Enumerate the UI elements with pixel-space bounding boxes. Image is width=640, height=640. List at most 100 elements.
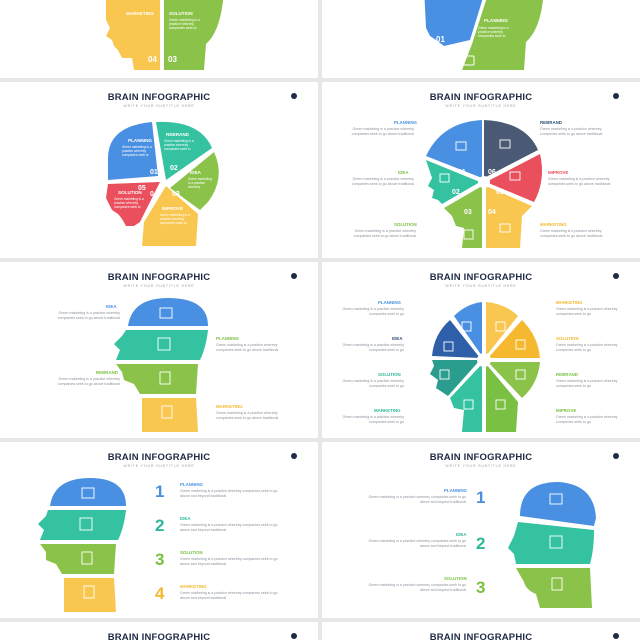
blueprint-icon [499,139,511,149]
box-icon [495,321,506,332]
envelope-icon [549,535,563,549]
desc-solution: Green marketing is a practice whereby co… [342,379,404,388]
svg-text:IDEA: IDEA [190,170,202,175]
slide-badge [291,93,297,99]
label-planning: PLANNING [378,300,401,305]
svg-text:practice whereby: practice whereby [169,22,194,26]
tools-icon [461,321,472,332]
label-improve: IMPROVE [556,408,577,413]
svg-text:companies seek to: companies seek to [114,205,141,209]
slide-4[interactable]: BRAIN INFOGRAPHIC WRITE YOUR SUBTITLE HE… [322,82,640,258]
number-04: 04 [148,55,157,64]
head-diagram [430,302,540,432]
label-idea: IDEA [106,304,117,309]
slide-1[interactable]: MARKETING SOLUTION Green marketing is a … [0,0,318,78]
label-marketing: MARKETING [374,408,401,413]
svg-text:practice whereby: practice whereby [122,149,147,153]
segment-planning [108,122,158,180]
head-diagram: 01 PLANNING Green marketing is a practic… [424,0,543,70]
head-diagram: 01 06 02 05 03 04 [426,120,542,248]
slide-title: BRAIN INFOGRAPHIC [107,272,211,283]
slide-7[interactable]: BRAIN INFOGRAPHIC WRITE YOUR SUBTITLE HE… [0,442,318,618]
label-planning: PLANNING [180,482,203,487]
svg-text:Green marketing: Green marketing [188,177,212,181]
segment-idea [170,152,219,210]
label-solution-right: SOLUTION [556,336,579,341]
screen-icon [463,399,474,410]
svg-text:04: 04 [150,191,158,198]
slide-subtitle: WRITE YOUR SUBTITLE HERE [123,104,195,108]
desc-solution: Green marketing is a practice whereby co… [368,583,466,592]
phone-icon [81,551,93,565]
slide-subtitle: WRITE YOUR SUBTITLE HERE [123,464,195,468]
slide-subtitle: WRITE YOUR SUBTITLE HERE [445,104,517,108]
label-rebrand: REBRAND [96,370,118,375]
slide-title: BRAIN INFOGRAPHIC [107,452,211,463]
svg-text:01: 01 [458,169,466,176]
head-diagram: PLANNING Green marketing is a practice w… [106,121,219,246]
segment-improve [142,186,198,246]
desc-idea: Green marketing is a practice whereby co… [57,311,120,320]
slide-3[interactable]: BRAIN INFOGRAPHIC WRITE YOUR SUBTITLE HE… [0,82,318,258]
slide-5[interactable]: BRAIN INFOGRAPHIC WRITE YOUR SUBTITLE HE… [0,262,318,438]
slide-subtitle: WRITE YOUR SUBTITLE HERE [445,464,517,468]
number-01: 01 [436,35,445,44]
segment-solution [164,0,224,70]
slide-10[interactable]: BRAIN INFOGRAPHIC [322,622,640,640]
desc-planning: Green marketing is a practice whereby co… [368,495,466,504]
svg-text:companies seek to: companies seek to [122,153,149,157]
slide-6[interactable]: BRAIN INFOGRAPHIC WRITE YOUR SUBTITLE HE… [322,262,640,438]
number-3: 3 [476,578,486,597]
label-solution: SOLUTION [169,11,193,16]
svg-text:Green marketing is a: Green marketing is a [478,26,509,30]
svg-text:04: 04 [488,209,496,216]
slide-title: BRAIN INFOGRAPHIC [107,632,211,640]
desc-planning: Green marketing is a practice whereby co… [180,489,278,498]
compass-icon [495,399,506,410]
slide-9[interactable]: BRAIN INFOGRAPHIC [0,622,318,640]
label-marketing: MARKETING [216,404,243,409]
label-solution: SOLUTION [444,576,467,581]
segment-numbers: 01 06 02 05 03 04 [452,169,504,216]
network-icon [443,341,454,352]
network-icon [439,173,450,183]
desc-planning: Green marketing is a practice whereby co… [342,307,404,316]
label-planning: PLANNING [484,18,508,23]
svg-text:Green marketing is a: Green marketing is a [164,139,194,143]
label-planning: PLANNING [444,488,467,493]
svg-text:is a practice: is a practice [188,181,205,185]
slide-badge [291,453,297,459]
svg-text:03: 03 [464,209,472,216]
svg-text:03: 03 [172,191,180,198]
svg-text:02: 02 [452,189,460,196]
svg-text:companies seek to: companies seek to [160,221,187,225]
analytics-icon [79,517,93,531]
chart-icon [463,229,474,240]
number-1: 1 [476,488,486,507]
label-idea: IDEA [398,170,409,175]
svg-text:practice whereby: practice whereby [478,30,503,34]
svg-text:SOLUTION: SOLUTION [118,190,142,195]
slide-2[interactable]: 01 PLANNING Green marketing is a practic… [322,0,640,78]
segment-solution [106,182,160,226]
slide-8[interactable]: BRAIN INFOGRAPHIC WRITE YOUR SUBTITLE HE… [322,442,640,618]
svg-text:companies seek to: companies seek to [164,147,191,151]
slide-title: BRAIN INFOGRAPHIC [429,272,533,283]
svg-text:01: 01 [150,169,158,176]
desc-rebrand: Green marketing is a practice whereby co… [57,377,120,386]
segment-marketing [106,0,160,70]
slide-subtitle: WRITE YOUR SUBTITLE HERE [445,284,517,288]
label-idea: IDEA [456,532,467,537]
desc-planning: Green marketing is a practice whereby co… [216,343,279,352]
label-marketing: MARKETING [180,584,207,589]
analytics-icon [157,337,171,351]
gear-icon [439,369,450,380]
desc-improve: Green marketing is a practice whereby co… [548,177,611,186]
svg-text:practice whereby: practice whereby [114,201,139,205]
monitor-icon [159,307,173,319]
monitor-icon [515,339,526,350]
label-solution: SOLUTION [180,550,203,555]
label-solution: SOLUTION [378,372,401,377]
number-2: 2 [476,534,486,553]
label-rebrand: REBRAND [540,120,562,125]
